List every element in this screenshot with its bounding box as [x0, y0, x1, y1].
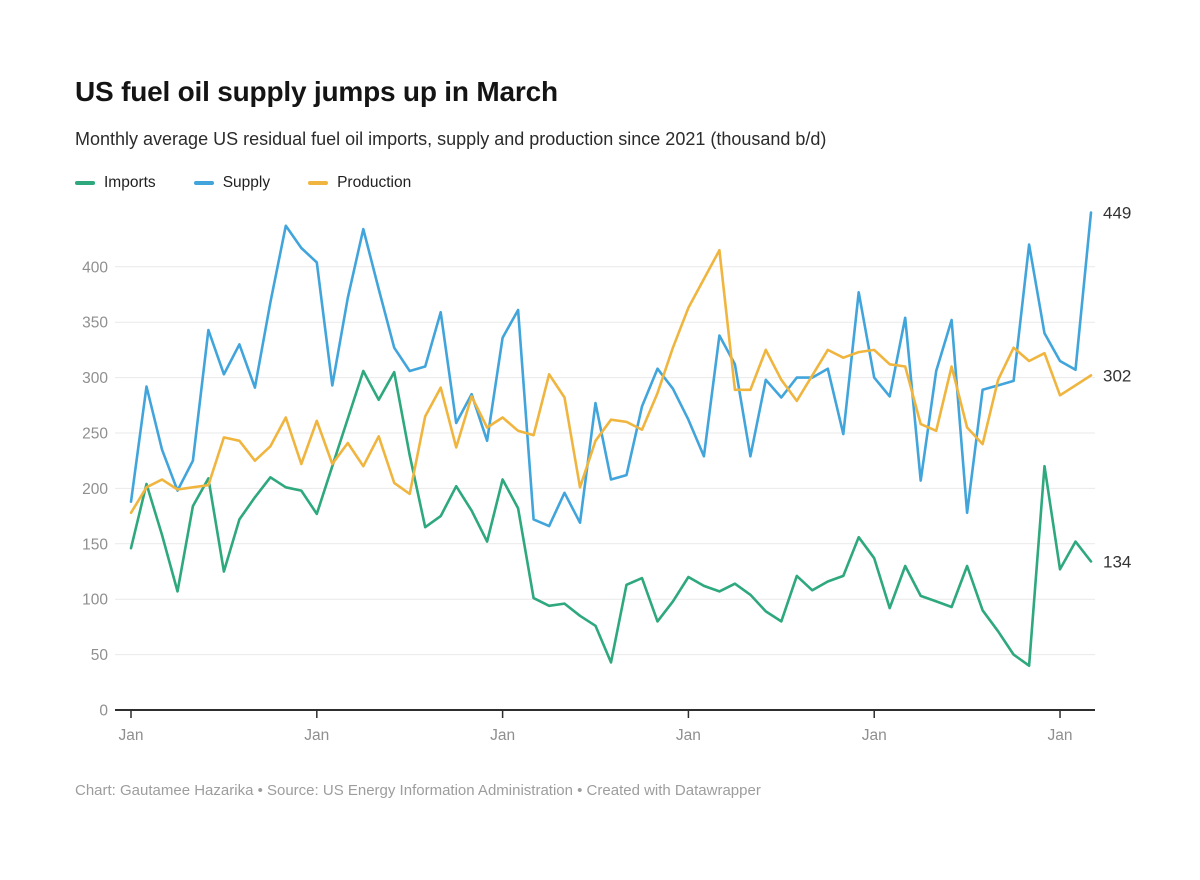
production-swatch-icon: [308, 181, 329, 185]
x-tick-label: Jan: [304, 727, 329, 744]
y-tick-label: 200: [82, 481, 108, 498]
legend-label-production: Production: [337, 174, 412, 191]
legend-item-production: Production: [308, 174, 411, 192]
x-tick-label: Jan: [490, 727, 515, 744]
series-line-imports: [129, 369, 1093, 668]
legend-label-supply: Supply: [222, 174, 271, 191]
legend-label-imports: Imports: [104, 174, 156, 191]
x-tick-label: Jan: [676, 727, 701, 744]
legend-item-supply: Supply: [193, 174, 271, 192]
imports-swatch-icon: [75, 181, 95, 185]
x-tick-label: Jan: [119, 727, 144, 744]
series-end-label-supply: 449: [1103, 204, 1131, 223]
legend: Imports Supply Production: [75, 174, 411, 192]
x-tick-label: Jan: [1048, 727, 1073, 744]
y-tick-label: 250: [82, 426, 108, 443]
series-end-label-production: 302: [1103, 366, 1131, 385]
x-tick-label: Jan: [862, 727, 887, 744]
y-tick-label: 150: [82, 536, 108, 553]
y-tick-label: 0: [99, 703, 108, 720]
supply-swatch-icon: [193, 181, 214, 185]
y-tick-label: 50: [91, 647, 109, 664]
series-end-label-imports: 134: [1103, 553, 1131, 572]
y-tick-label: 300: [82, 370, 108, 387]
legend-item-imports: Imports: [75, 174, 156, 192]
y-tick-label: 400: [82, 259, 108, 276]
y-tick-label: 100: [82, 592, 108, 609]
chart-subtitle: Monthly average US residual fuel oil imp…: [75, 129, 827, 149]
y-tick-label: 350: [82, 315, 108, 332]
series-line-supply: [129, 211, 1093, 528]
chart-title: US fuel oil supply jumps up in March: [75, 76, 558, 107]
series-line-production: [129, 248, 1093, 515]
chart-footer-credit: Chart: Gautamee Hazarika • Source: US En…: [75, 782, 761, 799]
